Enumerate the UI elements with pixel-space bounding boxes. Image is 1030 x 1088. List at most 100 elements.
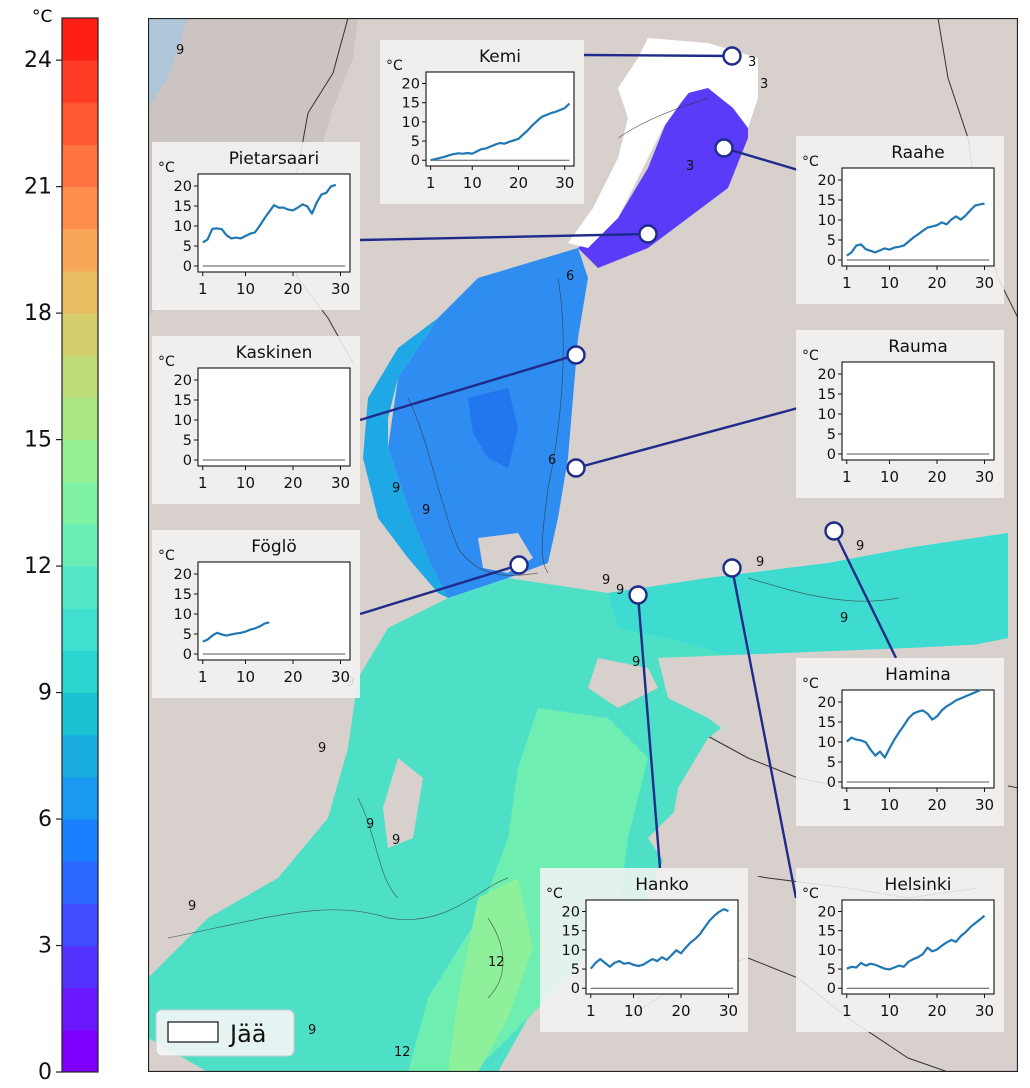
colorbar-cell xyxy=(62,776,98,820)
inset-ytick-label: 15 xyxy=(818,924,836,940)
contour-label: 9 xyxy=(756,555,764,570)
station-leader-line xyxy=(730,567,798,899)
inset-ytick-label: 10 xyxy=(818,735,836,751)
baltic-warmest-spot xyxy=(448,878,533,1072)
inset-ytick-label: 20 xyxy=(402,77,420,93)
contour-label: 9 xyxy=(392,833,400,848)
colorbar-cell xyxy=(62,819,98,862)
inset-ytick-label: 5 xyxy=(183,239,192,255)
station-markers xyxy=(359,46,898,899)
colorbar-cell xyxy=(62,102,98,145)
station-leader-line xyxy=(359,232,649,242)
inset-ytick-label: 20 xyxy=(818,173,836,189)
inset-xtick-label: 10 xyxy=(880,274,899,292)
contour-label: 3 xyxy=(686,159,694,174)
inset-unit: °C xyxy=(802,886,819,902)
inset-title: Rauma xyxy=(888,337,948,357)
inset-xtick-label: 30 xyxy=(331,668,350,686)
contour-label: 9 xyxy=(176,43,184,58)
inset-ytick-label: 10 xyxy=(402,115,420,131)
inset-ytick-label: 10 xyxy=(174,413,192,429)
station-marker[interactable] xyxy=(722,46,742,66)
station-marker[interactable] xyxy=(638,224,658,244)
station-leader-line xyxy=(359,353,577,422)
inset-ytick-label: 0 xyxy=(183,259,192,275)
inset-ytick-label: 20 xyxy=(174,567,192,583)
inset-series-line xyxy=(202,621,270,643)
colorbar-cell xyxy=(62,228,98,272)
inset-ytick-label: 5 xyxy=(827,755,836,771)
contour-label: 6 xyxy=(566,269,574,284)
inset-unit: °C xyxy=(802,154,819,170)
inset-ytick-label: 15 xyxy=(818,387,836,403)
inset-pietarsaari: Pietarsaari °C 0 5 10 15 20 1 10 20 30 xyxy=(152,142,360,310)
inset-title: Helsinki xyxy=(885,875,952,895)
colorbar-tick-label: 9 xyxy=(38,681,52,706)
inset-unit: °C xyxy=(802,348,819,364)
inset-axes xyxy=(425,71,575,167)
inset-fgl: Föglö °C 0 5 10 15 20 1 10 20 30 xyxy=(152,530,360,698)
inset-xtick-label: 20 xyxy=(927,274,946,292)
inset-unit: °C xyxy=(802,676,819,692)
ice-legend-label: Jää xyxy=(228,1020,267,1048)
inset-hamina: Hamina °C 0 5 10 15 20 1 10 20 30 xyxy=(796,658,1004,826)
station-marker[interactable] xyxy=(628,585,648,605)
inset-axes xyxy=(197,173,351,273)
contour-label: 9 xyxy=(318,741,326,756)
station-marker[interactable] xyxy=(722,558,742,578)
inset-xtick-label: 30 xyxy=(975,468,994,486)
inset-title: Kemi xyxy=(479,47,521,67)
colorbar-cell xyxy=(62,270,98,314)
inset-series-line xyxy=(202,183,337,244)
inset-xtick-label: 10 xyxy=(236,668,255,686)
inset-xtick-label: 20 xyxy=(509,174,528,192)
inset-xtick-label: 1 xyxy=(586,1002,596,1020)
inset-raahe: Raahe °C 0 5 10 15 20 1 10 20 30 xyxy=(796,136,1004,304)
colorbar-cell xyxy=(62,144,98,188)
station-marker[interactable] xyxy=(714,138,734,158)
contour-label: 9 xyxy=(856,539,864,554)
inset-axes xyxy=(841,167,995,267)
colorbar-cell xyxy=(62,18,98,61)
inset-xtick-label: 10 xyxy=(463,174,482,192)
station-leader-line xyxy=(359,563,520,616)
colorbar-cell xyxy=(62,1029,98,1073)
colorbar-tick-label: 6 xyxy=(38,807,52,832)
inset-xtick-label: 30 xyxy=(975,796,994,814)
colorbar-cell xyxy=(62,945,98,989)
station-marker[interactable] xyxy=(509,555,529,575)
contour-label: 9 xyxy=(422,503,430,518)
station-leader-line xyxy=(583,53,733,58)
contour-label: 9 xyxy=(188,899,196,914)
station-marker[interactable] xyxy=(566,345,586,365)
inset-ytick-label: 10 xyxy=(562,943,580,959)
colorbar-tick-label: 15 xyxy=(24,428,52,453)
inset-title: Raahe xyxy=(891,143,945,163)
inset-xtick-label: 1 xyxy=(842,796,852,814)
inset-ytick-label: 0 xyxy=(827,775,836,791)
colorbar-tick-label: 24 xyxy=(24,48,52,73)
inset-ytick-label: 5 xyxy=(827,427,836,443)
inset-ytick-label: 20 xyxy=(174,179,192,195)
contour-label: 9 xyxy=(840,611,848,626)
inset-xtick-label: 10 xyxy=(624,1002,643,1020)
contour-label: 9 xyxy=(632,655,640,670)
inset-axes xyxy=(197,367,351,467)
inset-axes xyxy=(841,361,995,461)
inset-ytick-label: 20 xyxy=(818,695,836,711)
inset-axes xyxy=(841,689,995,789)
inset-unit: °C xyxy=(546,886,563,902)
colorbar-cell xyxy=(62,734,98,778)
inset-xtick-label: 30 xyxy=(975,274,994,292)
inset-unit: °C xyxy=(158,548,175,564)
inset-ytick-label: 20 xyxy=(818,905,836,921)
contour-label: 6 xyxy=(548,453,556,468)
inset-xtick-label: 30 xyxy=(719,1002,738,1020)
temperature-colorbar: °C 0 3 6 9 12 15 18 21 24 xyxy=(24,7,99,1085)
station-marker[interactable] xyxy=(566,458,586,478)
inset-ytick-label: 10 xyxy=(174,607,192,623)
inset-kemi: Kemi °C 0 5 10 15 20 1 10 20 30 xyxy=(380,40,584,204)
station-marker[interactable] xyxy=(824,521,844,541)
gotland xyxy=(383,758,423,848)
inset-ytick-label: 15 xyxy=(174,587,192,603)
